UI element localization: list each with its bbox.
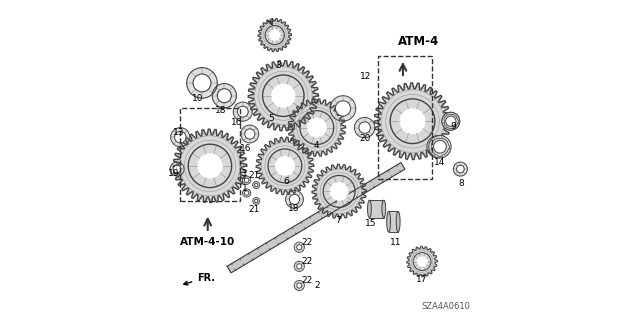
Text: 16: 16 bbox=[240, 144, 252, 153]
Circle shape bbox=[433, 140, 446, 153]
Text: 18: 18 bbox=[215, 106, 227, 115]
Circle shape bbox=[445, 116, 456, 126]
Circle shape bbox=[244, 129, 255, 139]
Bar bbox=[388, 211, 398, 232]
Text: SZA4A0610: SZA4A0610 bbox=[422, 302, 470, 311]
Ellipse shape bbox=[387, 211, 390, 232]
Circle shape bbox=[427, 136, 449, 158]
Circle shape bbox=[173, 165, 181, 173]
Circle shape bbox=[442, 112, 460, 130]
Circle shape bbox=[307, 118, 326, 137]
Text: 22: 22 bbox=[301, 276, 313, 285]
Circle shape bbox=[253, 197, 260, 204]
Text: 12: 12 bbox=[360, 72, 372, 81]
Circle shape bbox=[330, 96, 356, 121]
Circle shape bbox=[187, 68, 218, 98]
Circle shape bbox=[193, 74, 211, 92]
Circle shape bbox=[237, 106, 248, 117]
Text: 17: 17 bbox=[416, 275, 427, 284]
Circle shape bbox=[297, 264, 302, 269]
Circle shape bbox=[255, 183, 258, 187]
Polygon shape bbox=[374, 83, 451, 160]
Bar bbox=[369, 200, 384, 218]
Text: 10: 10 bbox=[193, 94, 204, 103]
Text: 18: 18 bbox=[288, 204, 300, 213]
Circle shape bbox=[218, 89, 231, 103]
Circle shape bbox=[243, 176, 251, 184]
Text: 21: 21 bbox=[248, 171, 260, 180]
Circle shape bbox=[233, 102, 252, 121]
Bar bbox=[180, 108, 240, 201]
Text: 1: 1 bbox=[242, 184, 248, 193]
Text: 20: 20 bbox=[360, 134, 371, 143]
Text: 11: 11 bbox=[390, 238, 402, 247]
Text: ATM-4: ATM-4 bbox=[397, 35, 439, 48]
Text: 3: 3 bbox=[275, 61, 281, 70]
Text: 15: 15 bbox=[365, 219, 377, 228]
Text: 19: 19 bbox=[168, 169, 180, 178]
Circle shape bbox=[453, 162, 467, 176]
Circle shape bbox=[417, 257, 427, 266]
Circle shape bbox=[170, 162, 184, 176]
Polygon shape bbox=[258, 19, 291, 52]
Circle shape bbox=[253, 182, 260, 189]
Circle shape bbox=[175, 131, 186, 143]
Circle shape bbox=[400, 109, 425, 133]
Circle shape bbox=[244, 178, 249, 182]
Circle shape bbox=[294, 280, 305, 291]
Text: 2: 2 bbox=[314, 281, 319, 290]
Bar bbox=[378, 56, 431, 179]
Text: ATM-4-10: ATM-4-10 bbox=[180, 237, 236, 248]
Circle shape bbox=[244, 191, 249, 195]
Circle shape bbox=[294, 242, 305, 252]
Circle shape bbox=[330, 182, 348, 200]
Polygon shape bbox=[407, 246, 437, 277]
Ellipse shape bbox=[367, 200, 371, 218]
Text: 8: 8 bbox=[458, 179, 464, 188]
Polygon shape bbox=[288, 99, 346, 156]
Text: 13: 13 bbox=[173, 128, 185, 137]
Polygon shape bbox=[248, 61, 319, 131]
Circle shape bbox=[442, 112, 460, 130]
Polygon shape bbox=[256, 137, 314, 195]
Circle shape bbox=[456, 165, 464, 173]
Circle shape bbox=[431, 140, 444, 153]
Text: 4: 4 bbox=[314, 141, 319, 150]
Text: 14: 14 bbox=[435, 158, 445, 167]
Circle shape bbox=[255, 199, 258, 203]
Circle shape bbox=[243, 189, 251, 197]
Circle shape bbox=[297, 245, 302, 250]
Circle shape bbox=[429, 136, 451, 158]
Circle shape bbox=[355, 117, 375, 138]
Polygon shape bbox=[227, 163, 405, 273]
Polygon shape bbox=[173, 129, 246, 203]
Text: 22: 22 bbox=[301, 238, 313, 247]
Circle shape bbox=[198, 154, 222, 178]
Text: 9: 9 bbox=[451, 122, 456, 130]
Circle shape bbox=[276, 157, 294, 175]
Text: FR.: FR. bbox=[184, 272, 215, 285]
Circle shape bbox=[359, 122, 371, 133]
Polygon shape bbox=[312, 164, 366, 219]
Circle shape bbox=[335, 101, 351, 116]
Text: 5: 5 bbox=[269, 114, 275, 122]
Circle shape bbox=[269, 30, 280, 41]
Circle shape bbox=[241, 125, 259, 143]
Circle shape bbox=[445, 116, 456, 126]
Ellipse shape bbox=[382, 200, 386, 218]
Circle shape bbox=[272, 84, 294, 107]
Circle shape bbox=[171, 128, 190, 147]
Circle shape bbox=[285, 190, 303, 208]
Text: 6: 6 bbox=[284, 177, 289, 186]
Text: 7: 7 bbox=[335, 216, 341, 225]
Circle shape bbox=[297, 283, 302, 288]
Text: 22: 22 bbox=[301, 257, 313, 266]
Text: 1: 1 bbox=[242, 169, 248, 178]
Text: 16: 16 bbox=[231, 118, 243, 127]
Ellipse shape bbox=[396, 211, 400, 232]
Circle shape bbox=[212, 84, 236, 108]
Circle shape bbox=[289, 194, 300, 204]
Text: 21: 21 bbox=[248, 205, 260, 214]
Circle shape bbox=[294, 261, 305, 271]
